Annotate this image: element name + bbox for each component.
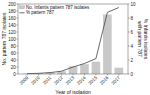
legend-swatch: [20, 12, 25, 13]
line: [27, 8, 119, 74]
y-tick: [17, 74, 19, 75]
y-tick-label: 80: [11, 44, 17, 49]
y-tick: [17, 46, 19, 47]
y-tick-label: 100: [8, 37, 16, 42]
y-tick-label: 140: [8, 23, 16, 28]
x-tick-label: 2016: [99, 75, 110, 86]
y2-tick: [128, 4, 130, 5]
chart: 2009201020112012201320142015201620170204…: [0, 0, 150, 95]
x-tick-label: 2013: [65, 75, 76, 86]
y2-tick-label: 8: [131, 16, 134, 21]
y-tick-label: 200: [8, 2, 16, 7]
x-tick-label: 2015: [88, 75, 99, 86]
y2-axis-label: % Infantis isolateswith pattern 787: [137, 19, 149, 60]
x-tick-label: 2009: [19, 75, 30, 86]
y-tick-label: 180: [8, 9, 16, 14]
y-tick: [17, 32, 19, 33]
y-tick-label: 60: [11, 51, 17, 56]
x-tick: [95, 74, 96, 76]
y2-tick-label: 4: [131, 44, 134, 49]
y-tick-label: 0: [13, 72, 16, 77]
legend-item: No. Infantis pattern 787 isolates: [20, 5, 91, 10]
legend-item: % pattern 787: [20, 10, 55, 15]
x-tick: [50, 74, 51, 76]
y2-tick: [128, 74, 130, 75]
x-tick-label: 2011: [42, 75, 53, 86]
y2-tick-label: 10: [131, 2, 137, 7]
y2-tick-label: 0: [131, 72, 134, 77]
legend: No. Infantis pattern 787 isolates% patte…: [20, 5, 91, 16]
y2-tick: [128, 60, 130, 61]
x-tick-label: 2012: [53, 75, 64, 86]
y-tick: [17, 53, 19, 54]
legend-label: No. Infantis pattern 787 isolates: [26, 5, 90, 10]
y-tick-label: 40: [11, 58, 17, 63]
y-tick: [17, 67, 19, 68]
x-tick: [38, 74, 39, 76]
x-tick-label: 2017: [110, 75, 121, 86]
x-tick: [27, 74, 28, 76]
x-tick-label: 2014: [76, 75, 87, 86]
y2-tick: [128, 18, 130, 19]
y-tick-label: 120: [8, 30, 16, 35]
y-tick: [17, 4, 19, 5]
bar: [69, 66, 78, 74]
legend-swatch: [20, 6, 25, 9]
y2-tick: [128, 46, 130, 47]
x-tick: [61, 74, 62, 76]
y-tick-label: 160: [8, 16, 16, 21]
bar: [115, 68, 124, 74]
x-tick: [73, 74, 74, 76]
legend-label: % pattern 787: [26, 10, 55, 15]
x-tick: [118, 74, 119, 76]
x-tick: [107, 74, 108, 76]
y-tick: [17, 39, 19, 40]
y-axis-label: No. pattern 787 isolates: [1, 12, 7, 65]
x-tick: [84, 74, 85, 76]
y-tick: [17, 11, 19, 12]
x-tick-label: 2010: [30, 75, 41, 86]
bar: [92, 62, 101, 74]
y2-tick-label: 2: [131, 58, 134, 63]
y-tick: [17, 60, 19, 61]
marks: [23, 8, 123, 75]
y-tick: [17, 25, 19, 26]
y-tick: [17, 18, 19, 19]
plot-frame: [18, 4, 128, 74]
bar: [80, 64, 89, 74]
y2-axis-label-line: with pattern 787: [137, 21, 143, 57]
y2-tick-label: 6: [131, 30, 134, 35]
y-tick-label: 20: [11, 65, 17, 70]
y2-tick: [128, 32, 130, 33]
x-axis-label: Year of isolation: [55, 89, 91, 95]
